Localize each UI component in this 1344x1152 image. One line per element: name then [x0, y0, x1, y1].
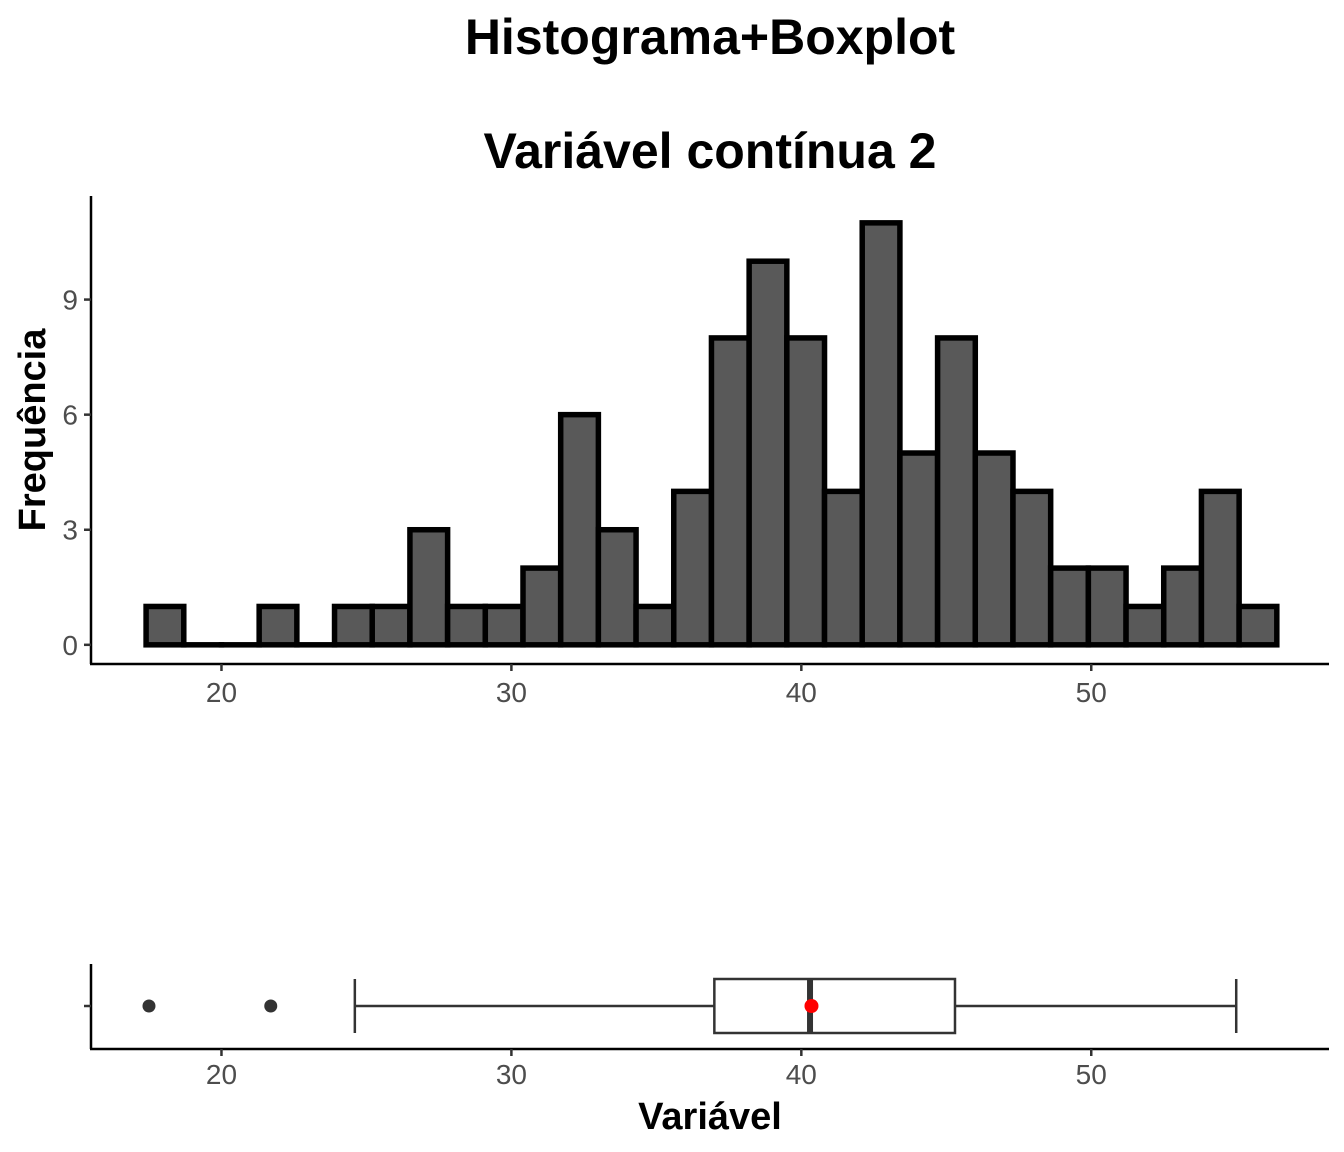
histogram-bar	[444, 603, 489, 648]
histogram-bar	[1085, 565, 1129, 648]
histogram-bars	[143, 220, 1280, 648]
histogram-bar	[1010, 488, 1054, 648]
histogram-bar	[859, 220, 903, 648]
histogram-x-tick-label: 50	[1076, 677, 1107, 708]
histogram-bar	[897, 450, 941, 648]
boxplot-mean-point	[804, 999, 819, 1013]
chart-title-line1: Histograma+Boxplot	[465, 9, 956, 65]
histogram-panel: 20 30 40 50 0 3 6 9 Frequência	[12, 196, 1329, 708]
histogram-bar	[482, 603, 526, 648]
histogram-bar	[934, 335, 979, 648]
histogram-x-tick-label: 20	[206, 677, 237, 708]
boxplot-x-tick-label: 40	[786, 1059, 817, 1090]
histogram-y-ticks: 0 3 6 9	[62, 285, 91, 661]
histogram-bar	[1198, 488, 1242, 648]
histogram-bar	[746, 258, 790, 648]
histogram-y-tick-label: 3	[62, 515, 78, 546]
histogram-bar	[520, 565, 564, 648]
boxplot-elements	[142, 977, 1238, 1035]
boxplot-x-tick-label: 50	[1076, 1059, 1107, 1090]
histogram-bar	[784, 335, 828, 648]
histogram-bar	[369, 603, 413, 648]
boxplot-outlier	[264, 999, 278, 1013]
boxplot-x-tick-label: 30	[496, 1059, 527, 1090]
boxplot-x-ticks: 20 30 40 50	[206, 1049, 1107, 1090]
histogram-y-tick-label: 0	[62, 630, 78, 661]
histogram-bar	[671, 488, 715, 648]
histogram-bar	[331, 603, 375, 648]
histogram-bar	[1160, 565, 1205, 648]
histogram-bar	[1236, 603, 1280, 648]
histogram-bar	[407, 526, 451, 648]
histogram-x-tick-label: 40	[786, 677, 817, 708]
histogram-bar	[1047, 565, 1092, 648]
boxplot-panel: 20 30 40 50 Variável	[84, 964, 1329, 1138]
histogram-bar	[256, 603, 300, 648]
boxplot-box	[713, 977, 957, 1035]
histogram-bar	[557, 411, 602, 648]
histogram-y-tick-label: 6	[62, 400, 78, 431]
histogram-bar	[708, 335, 752, 648]
histogram-bar	[972, 450, 1016, 648]
histogram-bar	[821, 488, 865, 648]
boxplot-outlier	[142, 999, 156, 1013]
histogram-x-tick-label: 30	[496, 677, 527, 708]
histogram-y-axis-title: Frequência	[12, 328, 54, 532]
chart-title-line2: Variável contínua 2	[484, 123, 937, 179]
histogram-bar	[1123, 603, 1167, 648]
histogram-bar	[595, 526, 639, 648]
histogram-y-tick-label: 9	[62, 285, 78, 316]
histogram-x-ticks: 20 30 40 50	[206, 664, 1107, 708]
boxplot-x-tick-label: 20	[206, 1059, 237, 1090]
histogram-bar	[143, 603, 187, 648]
histogram-bar	[633, 603, 677, 648]
boxplot-x-axis-title: Variável	[638, 1096, 782, 1138]
